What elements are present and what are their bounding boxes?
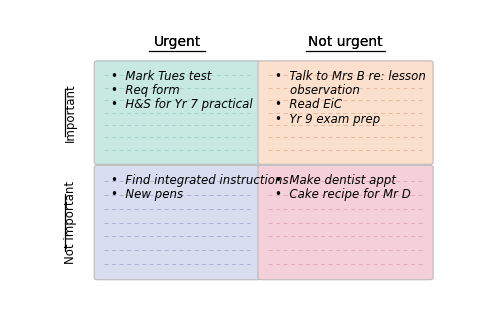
Text: •  Talk to Mrs B re: lesson: • Talk to Mrs B re: lesson [275,70,426,83]
Text: Not urgent: Not urgent [308,35,383,49]
FancyBboxPatch shape [258,61,433,164]
Text: Important: Important [64,83,77,142]
Text: •  Yr 9 exam prep: • Yr 9 exam prep [275,113,380,126]
Text: Urgent: Urgent [154,35,201,49]
FancyBboxPatch shape [258,165,433,280]
Text: •  Make dentist appt: • Make dentist appt [275,174,396,187]
Text: observation: observation [275,84,360,97]
Text: •  Find integrated instructions: • Find integrated instructions [111,174,289,187]
Text: Urgent: Urgent [154,35,201,49]
Text: •  Mark Tues test: • Mark Tues test [111,70,212,83]
Text: •  New pens: • New pens [111,189,183,202]
Text: Not urgent: Not urgent [308,35,383,49]
Text: •  Read EiC: • Read EiC [275,98,342,111]
Text: Not important: Not important [64,181,77,264]
Text: •  Req form: • Req form [111,84,180,97]
Text: •  Cake recipe for Mr D: • Cake recipe for Mr D [275,189,411,202]
Text: •  H&S for Yr 7 practical: • H&S for Yr 7 practical [111,98,253,111]
FancyBboxPatch shape [94,165,260,280]
FancyBboxPatch shape [94,61,260,164]
